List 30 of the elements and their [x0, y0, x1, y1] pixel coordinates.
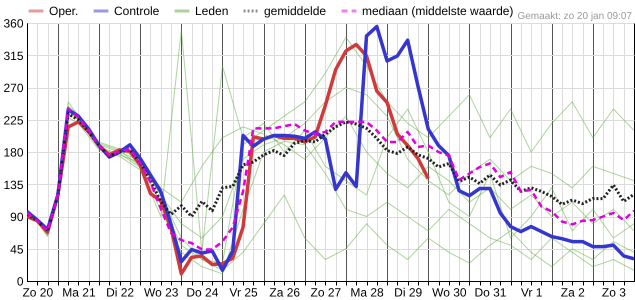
x-tick-label: Ma 28: [350, 286, 384, 300]
x-tick-label: Vr 25: [229, 286, 258, 300]
x-tick-label: Zo 27: [310, 286, 342, 300]
y-tick-label: 225: [3, 113, 24, 128]
legend-label: gemiddelde: [264, 4, 326, 18]
x-tick-label: Do 31: [474, 286, 507, 300]
x-tick-label: Vr 1: [520, 286, 543, 300]
y-tick-label: 360: [3, 16, 24, 30]
x-tick-label: Wo 30: [432, 286, 467, 300]
y-tick-label: 135: [3, 178, 24, 192]
y-tick-label: 45: [10, 242, 24, 256]
y-tick-label: 90: [10, 210, 24, 224]
legend-label: Oper.: [49, 4, 78, 18]
legend-label: Leden: [195, 4, 228, 18]
x-tick-label: Di 29: [394, 286, 422, 300]
legend-label: Controle: [114, 4, 160, 18]
x-tick-label: Za 2: [560, 286, 586, 300]
y-tick-label: 270: [3, 81, 24, 95]
y-tick-label: 315: [3, 48, 24, 63]
text: Gemaakt: zo 20 jan 09:07: [517, 11, 632, 22]
x-tick-label: Wo 23: [144, 286, 179, 300]
x-tick-label: Zo 3: [602, 286, 626, 300]
x-tick-label: Zo 20: [22, 286, 54, 300]
y-tick-label: 180: [3, 146, 24, 160]
y-tick-label: 0: [16, 274, 24, 288]
x-tick-label: Ma 21: [62, 286, 96, 300]
legend-label: mediaan (middelste waarde): [362, 4, 514, 18]
x-tick-label: Di 22: [106, 286, 134, 300]
x-tick-label: Do 24: [186, 286, 219, 300]
x-tick-label: Za 26: [269, 286, 300, 300]
